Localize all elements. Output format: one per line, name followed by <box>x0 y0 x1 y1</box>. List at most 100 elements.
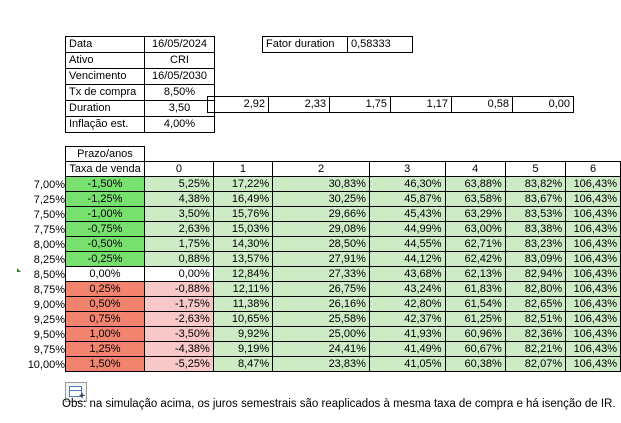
grid-row: 0,00% 0,00% 12,84% 27,33% 43,68% 62,13% 82,94%… <box>65 266 621 282</box>
value-cell: 41,49% <box>368 341 446 357</box>
year-header: 4 <box>444 161 506 177</box>
value-cell: 106,43% <box>565 281 621 297</box>
taxa-cell: 1,25% <box>65 341 145 357</box>
info-value: CRI <box>144 52 215 69</box>
value-cell: 106,43% <box>565 236 621 252</box>
value-cell: 9,19% <box>212 341 274 357</box>
value-cell: 63,58% <box>444 191 506 207</box>
value-cell: 106,43% <box>565 311 621 327</box>
year-header: 1 <box>212 161 274 177</box>
info-value: 16/05/2030 <box>144 68 215 85</box>
paste-options-icon[interactable]: + <box>65 382 87 402</box>
grid-row: -1,50% 5,25% 17,22% 30,83% 46,30% 63,88% 83,82… <box>65 176 621 192</box>
value-cell: 27,33% <box>272 266 370 282</box>
value-cell: 106,43% <box>565 341 621 357</box>
value-cell: 44,12% <box>368 251 446 267</box>
row-label: 7,00% <box>33 179 65 191</box>
value-cell: 45,43% <box>368 206 446 222</box>
value-cell: 13,57% <box>212 251 274 267</box>
taxa-cell: 0,00% <box>65 266 145 282</box>
grid-row: 1,00% -3,50% 9,92% 25,00% 41,93% 60,96% 82,36%… <box>65 326 621 342</box>
value-cell: 44,99% <box>368 221 446 237</box>
duration-projection-row: 2,92 2,33 1,75 1,17 0,58 0,00 <box>207 96 574 113</box>
grid-row: -1,25% 4,38% 16,49% 30,25% 45,87% 63,58% 83,67… <box>65 191 621 207</box>
value-cell: 12,84% <box>212 266 274 282</box>
value-cell: 26,75% <box>272 281 370 297</box>
value-cell: 42,80% <box>368 296 446 312</box>
grid-row: 0,50% -1,75% 11,38% 26,16% 42,80% 61,54% 82,65… <box>65 296 621 312</box>
info-row: Duration 3,50 <box>65 100 215 117</box>
value-cell: 24,41% <box>272 341 370 357</box>
info-label: Data <box>65 36 145 53</box>
taxa-cell: 0,50% <box>65 296 145 312</box>
row-label: 7,50% <box>33 209 65 221</box>
grid-row: 0,75% -2,63% 10,65% 25,58% 42,37% 61,25% 82,51… <box>65 311 621 327</box>
grid-row: 0,25% -0,88% 12,11% 26,75% 43,24% 61,83% 82,80… <box>65 281 621 297</box>
value-cell: 82,21% <box>504 341 567 357</box>
grid-row: -1,00% 3,50% 15,76% 29,66% 45,43% 63,29% 83,53… <box>65 206 621 222</box>
value-cell: 83,82% <box>504 176 567 192</box>
value-cell: 5,25% <box>143 176 214 192</box>
value-cell: 61,25% <box>444 311 506 327</box>
value-cell: 63,29% <box>444 206 506 222</box>
info-value: 8,50% <box>144 84 215 101</box>
value-cell: 30,25% <box>272 191 370 207</box>
value-cell: 0,88% <box>143 251 214 267</box>
duration-projection-cell: 2,92 <box>207 96 269 113</box>
value-cell: 11,38% <box>212 296 274 312</box>
value-cell: 82,65% <box>504 296 567 312</box>
info-label: Tx de compra <box>65 84 145 101</box>
value-cell: 106,43% <box>565 191 621 207</box>
taxa-cell: 1,50% <box>65 356 145 372</box>
value-cell: 106,43% <box>565 206 621 222</box>
taxa-venda-header: Taxa de venda <box>65 161 145 177</box>
value-cell: 23,83% <box>272 356 370 372</box>
taxa-cell: 0,25% <box>65 281 145 297</box>
value-cell: 9,92% <box>212 326 274 342</box>
taxa-cell: -0,25% <box>65 251 145 267</box>
value-cell: 41,93% <box>368 326 446 342</box>
value-cell: 30,83% <box>272 176 370 192</box>
taxa-cell: -1,50% <box>65 176 145 192</box>
duration-projection-cell: 1,17 <box>390 96 452 113</box>
value-cell: 8,47% <box>212 356 274 372</box>
value-cell: 60,38% <box>444 356 506 372</box>
observation-note: Obs: na simulação acima, os juros semest… <box>62 398 616 410</box>
row-label: 7,75% <box>33 224 65 236</box>
value-cell: 82,94% <box>504 266 567 282</box>
year-header: 3 <box>368 161 446 177</box>
value-cell: 26,16% <box>272 296 370 312</box>
value-cell: 44,55% <box>368 236 446 252</box>
year-header: 2 <box>272 161 370 177</box>
row-label: 9,50% <box>33 329 65 341</box>
value-cell: -4,38% <box>143 341 214 357</box>
row-label: 7,25% <box>33 194 65 206</box>
value-cell: 82,36% <box>504 326 567 342</box>
row-label: 8,50% <box>33 269 65 281</box>
value-cell: 82,80% <box>504 281 567 297</box>
info-table: Data 16/05/2024 Ativo CRI Vencimento 16/05/20… <box>65 36 215 133</box>
fator-duration-value: 0,58333 <box>347 36 413 53</box>
value-cell: 60,96% <box>444 326 506 342</box>
value-cell: 106,43% <box>565 296 621 312</box>
info-row: Vencimento 16/05/2030 <box>65 68 215 85</box>
taxa-cell: 0,75% <box>65 311 145 327</box>
value-cell: 4,38% <box>143 191 214 207</box>
year-header: 6 <box>565 161 621 177</box>
value-cell: 106,43% <box>565 176 621 192</box>
row-label: 8,25% <box>33 254 65 266</box>
value-cell: 15,76% <box>212 206 274 222</box>
value-cell: 106,43% <box>565 266 621 282</box>
value-cell: 83,09% <box>504 251 567 267</box>
value-cell: 12,11% <box>212 281 274 297</box>
info-row: Tx de compra 8,50% <box>65 84 215 101</box>
cell-marker-icon <box>17 268 21 272</box>
value-cell: 2,63% <box>143 221 214 237</box>
prazo-header: Prazo/anos <box>65 146 145 162</box>
taxa-cell: -1,25% <box>65 191 145 207</box>
value-cell: 42,37% <box>368 311 446 327</box>
value-cell: 62,13% <box>444 266 506 282</box>
duration-projection-cell: 2,33 <box>268 96 330 113</box>
value-cell: 82,51% <box>504 311 567 327</box>
value-cell: 1,75% <box>143 236 214 252</box>
